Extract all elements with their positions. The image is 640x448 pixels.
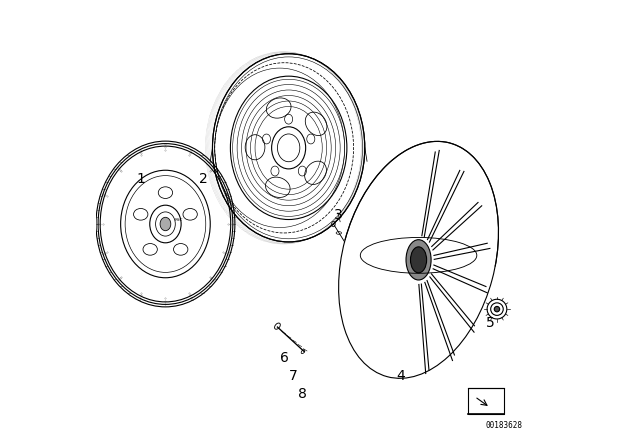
Text: RSC: RSC [175,218,183,221]
Text: 00183628: 00183628 [485,421,522,430]
Text: 1: 1 [136,172,145,186]
Text: 4: 4 [396,369,405,383]
Circle shape [494,306,500,312]
Ellipse shape [406,240,431,280]
Text: 6: 6 [280,351,289,366]
Text: 8: 8 [298,387,307,401]
Ellipse shape [160,217,171,231]
Ellipse shape [410,247,427,273]
Text: 5: 5 [486,315,495,330]
Text: 2: 2 [199,172,208,186]
FancyBboxPatch shape [468,388,504,414]
Text: 7: 7 [289,369,298,383]
Text: 3: 3 [333,208,342,222]
